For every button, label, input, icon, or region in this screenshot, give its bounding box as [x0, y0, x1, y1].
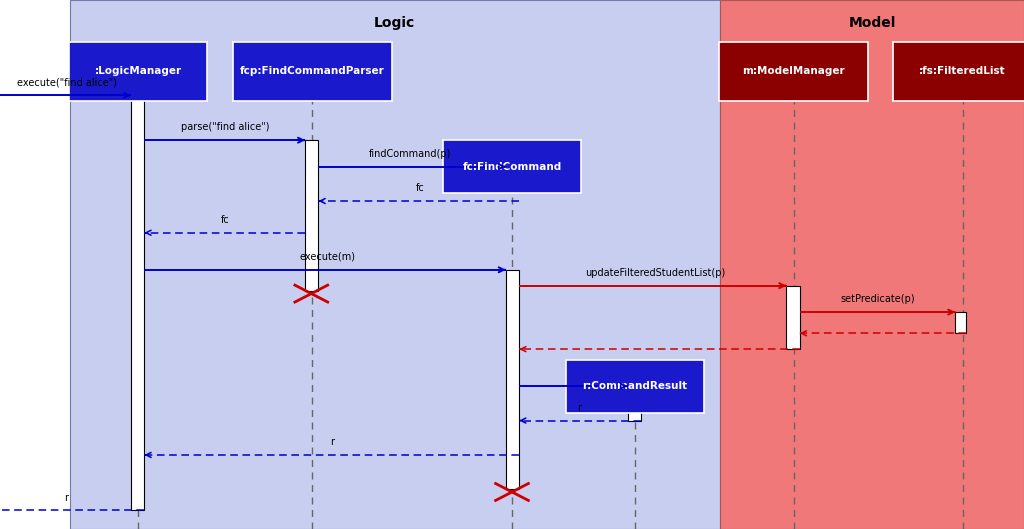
Text: parse("find alice"): parse("find alice") — [181, 122, 269, 132]
Text: r: r — [330, 437, 334, 447]
Text: updateFilteredStudentList(p): updateFilteredStudentList(p) — [586, 268, 725, 278]
FancyBboxPatch shape — [232, 42, 391, 101]
Bar — [131, 95, 144, 510]
Text: :LogicManager: :LogicManager — [94, 67, 182, 76]
Text: fc: fc — [416, 183, 424, 193]
Bar — [506, 167, 519, 188]
Bar — [506, 270, 519, 489]
Text: fc:FindCommand: fc:FindCommand — [463, 162, 561, 171]
FancyBboxPatch shape — [70, 42, 207, 101]
Text: setPredicate(p): setPredicate(p) — [841, 294, 914, 304]
Text: r: r — [65, 492, 69, 503]
Bar — [305, 140, 318, 291]
Text: r:CommandResult: r:CommandResult — [583, 381, 687, 391]
Text: execute(m): execute(m) — [300, 252, 355, 262]
FancyBboxPatch shape — [565, 360, 705, 413]
Text: findCommand(p): findCommand(p) — [369, 149, 451, 159]
Bar — [628, 386, 641, 421]
FancyBboxPatch shape — [442, 140, 582, 193]
Text: fc: fc — [221, 215, 229, 225]
Bar — [786, 286, 800, 349]
Text: r: r — [578, 403, 582, 413]
Text: fcp:FindCommandParser: fcp:FindCommandParser — [240, 67, 385, 76]
Text: execute("find alice"): execute("find alice") — [16, 77, 117, 87]
Bar — [955, 312, 966, 333]
FancyBboxPatch shape — [893, 42, 1024, 101]
Text: m:ModelManager: m:ModelManager — [742, 67, 845, 76]
Text: Model: Model — [849, 16, 896, 30]
Bar — [70, 0, 720, 529]
FancyBboxPatch shape — [719, 42, 868, 101]
Text: Logic: Logic — [374, 16, 415, 30]
Text: :fs:FilteredList: :fs:FilteredList — [920, 67, 1006, 76]
Bar — [720, 0, 1024, 529]
